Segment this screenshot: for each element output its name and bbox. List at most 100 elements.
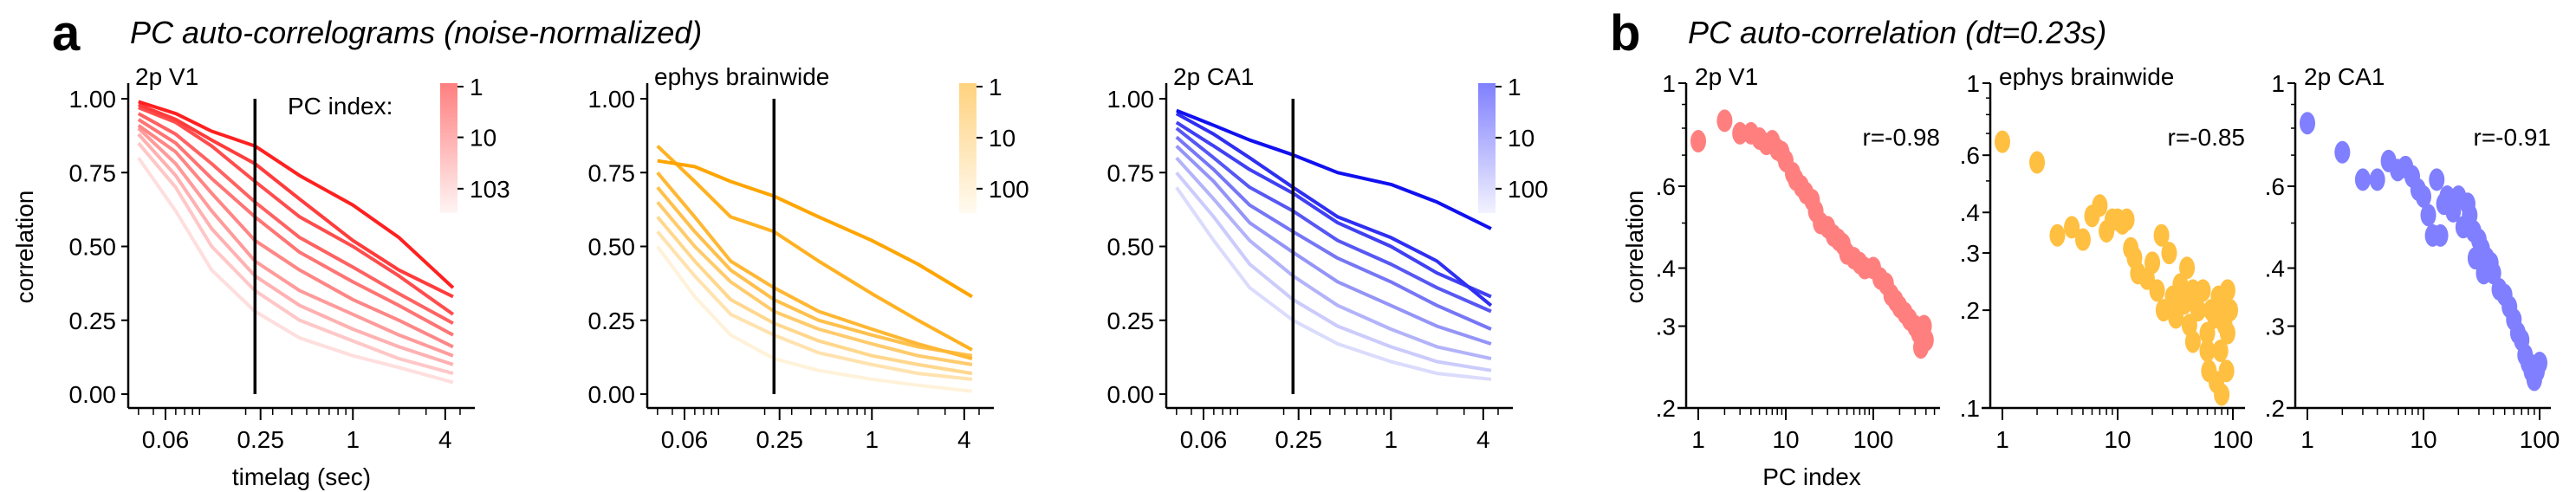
y-tick-label: 0.25 <box>69 308 117 334</box>
x-tick-label: 1 <box>346 426 360 453</box>
y-tick-label: .6 <box>2265 173 2285 200</box>
y-tick-label: 0.25 <box>588 308 636 334</box>
panel-title: 2p V1 <box>1695 63 1758 90</box>
y-tick-label: .3 <box>1960 240 1980 267</box>
x-tick-label: 100 <box>1853 426 1894 453</box>
panel-title: 2p CA1 <box>1173 63 1254 90</box>
scatter-point <box>2190 299 2206 322</box>
scatter-point <box>2119 208 2135 231</box>
series-line-pc-1 <box>138 100 455 289</box>
y-tick-label: .3 <box>1656 314 1676 340</box>
series-line-pc-3 <box>1175 120 1492 299</box>
series-line-pc-2 <box>1175 112 1493 308</box>
series-line-pc-100 <box>656 245 973 393</box>
y-tick-label: 0.50 <box>1107 234 1155 261</box>
x-tick-label: 0.25 <box>237 426 284 453</box>
scatter-point <box>2029 151 2046 174</box>
panel-a-colorbar-title: PC index: <box>288 93 393 120</box>
series-line-pc-70 <box>1175 172 1492 372</box>
series-line-pc-20 <box>656 216 973 376</box>
series-line-pc-5 <box>1175 126 1492 314</box>
y-tick-label: 0.75 <box>69 159 117 186</box>
y-tick-label: 1.00 <box>588 86 636 113</box>
y-tick-label: 1.00 <box>69 86 117 113</box>
series-line-pc-8 <box>137 118 454 337</box>
colorbar <box>959 83 977 213</box>
y-tick-label: 0.00 <box>1107 381 1155 408</box>
y-tick-label: 1 <box>2271 70 2285 97</box>
y-tick-label: 0.25 <box>1107 308 1155 334</box>
y-tick-label: .4 <box>1656 255 1676 282</box>
panel-b-title: PC auto-correlation (dt=0.23s) <box>1688 15 2106 50</box>
line-panel-2: 0.00 0.25 0.50 0.75 1.00 0.06 0.25 1 4 ephys brai… <box>588 63 1029 453</box>
y-tick-label: .2 <box>1656 395 1676 422</box>
series-line-pc-10 <box>656 201 973 366</box>
y-tick-label: 0.50 <box>588 234 636 261</box>
scatter-point <box>2416 184 2431 208</box>
colorbar-tick-label: 1 <box>989 74 1002 100</box>
x-axis-label: timelag (sec) <box>232 463 371 490</box>
series-line-pc-10 <box>1175 135 1492 331</box>
scatter-point <box>2199 339 2216 362</box>
y-tick-label: .4 <box>1960 199 1980 226</box>
series-line-pc-60 <box>137 141 454 376</box>
correlation-coefficient-label: r=-0.91 <box>2474 124 2552 151</box>
x-tick-label: 0.25 <box>756 426 803 453</box>
y-axis-label: correlation <box>1621 191 1648 304</box>
x-tick-label: 1 <box>865 426 879 453</box>
series-line-pc-3 <box>138 106 455 316</box>
y-axis-label: correlation <box>11 191 38 304</box>
x-tick-label: 0.06 <box>142 426 190 453</box>
scatter-point <box>2092 194 2108 217</box>
x-tick-label: 100 <box>2520 426 2560 453</box>
series-line-pc-2 <box>138 102 454 299</box>
correlation-coefficient-label: r=-0.98 <box>1863 124 1941 151</box>
x-axis-label: PC index <box>1762 463 1861 490</box>
x-tick-label: 0.06 <box>1180 426 1228 453</box>
x-tick-label: 1 <box>1995 426 2009 453</box>
panel-title: ephys brainwide <box>1999 63 2174 90</box>
series-line-pc-12 <box>137 124 454 349</box>
scatter-point <box>2153 223 2170 247</box>
x-tick-label: 4 <box>1476 426 1490 453</box>
series-line-pc-3 <box>656 172 973 361</box>
scatter-point <box>2179 256 2196 280</box>
colorbar-tick-label: 10 <box>989 125 1015 152</box>
panel-b-letter: b <box>1610 5 1640 62</box>
y-tick-label: .6 <box>1960 142 1980 169</box>
scatter-point <box>2354 168 2371 191</box>
scatter-point <box>2300 112 2315 135</box>
y-tick-label: 1 <box>1966 70 1980 97</box>
scatter-point <box>2199 321 2216 345</box>
series-line-pc-5 <box>656 186 973 358</box>
y-tick-label: .6 <box>1656 173 1676 200</box>
y-tick-label: .1 <box>1960 395 1980 422</box>
x-tick-label: 10 <box>2104 426 2131 453</box>
series-line-pc-2 <box>656 145 973 352</box>
y-tick-label: 1.00 <box>1107 86 1155 113</box>
series-line-pc-20 <box>1175 145 1492 346</box>
scatter-point <box>2219 321 2235 345</box>
colorbar-tick-label: 10 <box>470 125 496 152</box>
scatter-point <box>1732 121 1749 145</box>
panel-a-letter: a <box>52 5 81 62</box>
y-tick-label: .2 <box>2265 395 2285 422</box>
series-line-pc-40 <box>1175 156 1492 361</box>
series-line-pc-1 <box>657 159 973 299</box>
line-panel-1: 0.00 0.25 0.50 0.75 1.00 0.06 0.25 1 4 2p V1 timel… <box>11 63 510 490</box>
x-tick-label: 4 <box>957 426 971 453</box>
y-tick-label: 0.75 <box>1107 159 1155 186</box>
scatter-point <box>2334 140 2351 164</box>
scatter-point <box>2369 168 2385 191</box>
scatter-point <box>2214 383 2230 406</box>
scatter-point <box>2222 299 2239 322</box>
x-tick-label: 1 <box>1384 426 1398 453</box>
y-tick-label: 0.00 <box>588 381 636 408</box>
scatter-point <box>1912 336 1929 359</box>
colorbar <box>440 83 457 213</box>
scatter-point <box>1995 130 2010 153</box>
y-tick-label: 0.75 <box>588 159 636 186</box>
panel-a-title: PC auto-correlograms (noise-normalized) <box>130 15 702 50</box>
y-tick-label: .2 <box>1960 297 1980 324</box>
scatter-point <box>2064 216 2080 239</box>
